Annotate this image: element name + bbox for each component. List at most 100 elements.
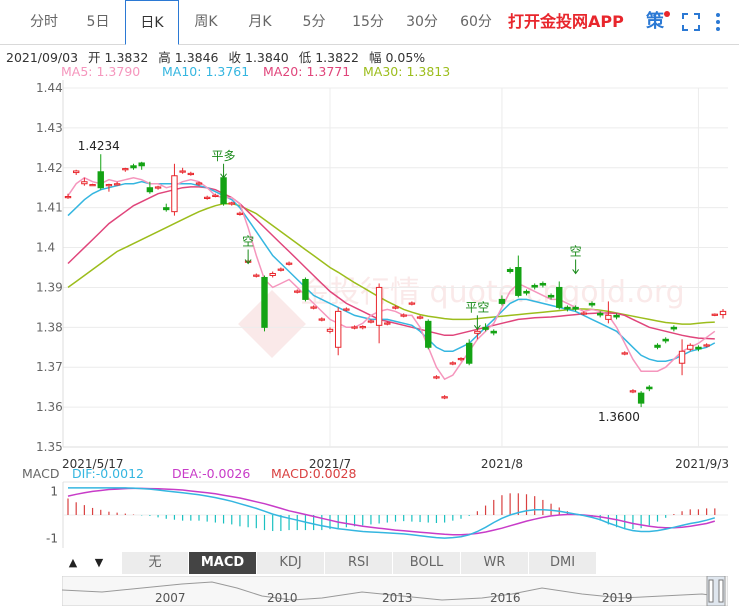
- nav-year-2019: 2019: [602, 591, 633, 605]
- candle-body: [482, 326, 489, 330]
- candle-body: [605, 314, 612, 320]
- tab-30min[interactable]: 30分: [406, 14, 438, 30]
- candle-body: [400, 314, 407, 317]
- candle-body: [375, 286, 383, 326]
- candle-body: [515, 267, 522, 296]
- candle-body: [564, 306, 571, 310]
- candle-body: [146, 187, 154, 193]
- indicator-tab-macd[interactable]: MACD: [189, 552, 257, 574]
- open-label: 开: [88, 50, 101, 65]
- candle-body: [72, 170, 80, 174]
- candle-body: [326, 328, 334, 332]
- candle-body: [228, 202, 235, 205]
- candle-body: [695, 346, 702, 350]
- candle-body: [637, 392, 645, 404]
- tab-15min[interactable]: 15分: [352, 14, 384, 30]
- range-navigator[interactable]: 2007 2010 2013 2016 2019: [62, 576, 728, 606]
- tab-5day[interactable]: 5日: [86, 14, 110, 30]
- y-tick-label: 1.41: [36, 201, 63, 215]
- candle-body: [171, 175, 178, 213]
- tab-daily-k[interactable]: 日K: [125, 0, 179, 45]
- open-app-link[interactable]: 打开金投网APP: [508, 12, 624, 31]
- low-label: 低: [298, 50, 312, 65]
- candle-body: [433, 376, 440, 379]
- y-tick-label: 1.39: [36, 280, 63, 294]
- candle-body: [334, 310, 342, 348]
- signal-label: 空: [570, 244, 582, 258]
- tab-weekly-k[interactable]: 周K: [194, 14, 218, 30]
- tab-minute[interactable]: 分时: [30, 14, 58, 30]
- high-label: 高: [158, 50, 171, 65]
- candle-body: [425, 320, 432, 348]
- indicator-tab-rsi[interactable]: RSI: [325, 552, 393, 574]
- candle-body: [89, 184, 96, 187]
- y-tick-label: 1.44: [36, 81, 63, 95]
- indicator-tab-wr[interactable]: WR: [461, 552, 529, 574]
- indicator-tab-dmi[interactable]: DMI: [529, 552, 597, 574]
- candle-body: [711, 313, 719, 316]
- close-value: 1.3840: [245, 50, 289, 65]
- candle-body: [392, 306, 399, 309]
- signal-label: 平多: [212, 149, 236, 163]
- signal-arrowhead: [220, 173, 227, 179]
- y-tick-label: 1.4: [36, 241, 55, 255]
- change-label: 幅: [368, 50, 382, 65]
- x-tick-label: 2021/8: [481, 457, 523, 471]
- candle-body: [154, 186, 162, 189]
- y-tick-label: 1.36: [36, 400, 63, 414]
- candle-body: [531, 284, 538, 288]
- ma30-line: [67, 202, 715, 325]
- low-marker-label: 1.3600: [598, 410, 640, 424]
- change-value: 0.05%: [385, 50, 426, 65]
- candle-body: [408, 302, 416, 305]
- signal-arrowhead: [244, 259, 252, 265]
- watermark: 金投行情 quote.cngold.org: [238, 275, 685, 358]
- nav-year-2013: 2013: [382, 591, 413, 605]
- close-label: 收: [228, 50, 242, 65]
- candle-body: [678, 350, 686, 364]
- candle-body: [187, 172, 195, 176]
- ma20-line: [67, 186, 715, 340]
- candle-body: [523, 290, 530, 294]
- dif-line: [68, 487, 716, 539]
- candle-body: [113, 183, 121, 186]
- fullscreen-icon[interactable]: [682, 13, 700, 31]
- candle-body: [384, 322, 391, 325]
- candle-body: [138, 162, 145, 167]
- scroll-down-button[interactable]: ▼: [94, 556, 104, 569]
- candle-body: [310, 306, 317, 309]
- tab-60min[interactable]: 60分: [460, 14, 492, 30]
- candle-body: [572, 306, 579, 310]
- candle-body: [253, 274, 260, 277]
- candle-body: [179, 170, 186, 173]
- candle-body: [703, 344, 710, 347]
- ohlc-info: 2021/09/03 开 1.3832 高 1.3846 收 1.3840 低 …: [6, 47, 425, 66]
- candle-body: [195, 182, 203, 185]
- candle-body: [449, 362, 457, 365]
- candle-body: [719, 310, 727, 316]
- scroll-up-button[interactable]: ▲: [68, 556, 78, 569]
- nav-right-handle[interactable]: [718, 579, 724, 603]
- nav-left-handle[interactable]: [708, 579, 714, 603]
- candle-body: [670, 326, 678, 330]
- macd-y-tick-label: 1: [50, 484, 58, 498]
- strategy-button[interactable]: 策: [646, 11, 664, 32]
- more-vertical-icon[interactable]: [712, 10, 724, 34]
- watermark-text: 金投行情 quote.cngold.org: [300, 275, 685, 310]
- macd-title: MACD: [22, 466, 60, 481]
- candle-body: [588, 302, 596, 306]
- candle-body: [285, 262, 293, 265]
- candle-body: [343, 308, 350, 311]
- tab-monthly-k[interactable]: 月K: [248, 14, 272, 30]
- candle-body: [220, 177, 227, 205]
- y-tick-label: 1.43: [36, 121, 63, 135]
- ma30-legend: MA30: 1.3813: [363, 64, 451, 79]
- candle-body: [556, 286, 563, 308]
- candle-body: [212, 194, 219, 198]
- indicator-tab-none[interactable]: 无: [122, 552, 189, 574]
- indicator-tab-boll[interactable]: BOLL: [393, 552, 461, 574]
- candle-body: [457, 357, 465, 361]
- tab-5min[interactable]: 5分: [302, 14, 326, 30]
- indicator-tab-kdj[interactable]: KDJ: [257, 552, 325, 574]
